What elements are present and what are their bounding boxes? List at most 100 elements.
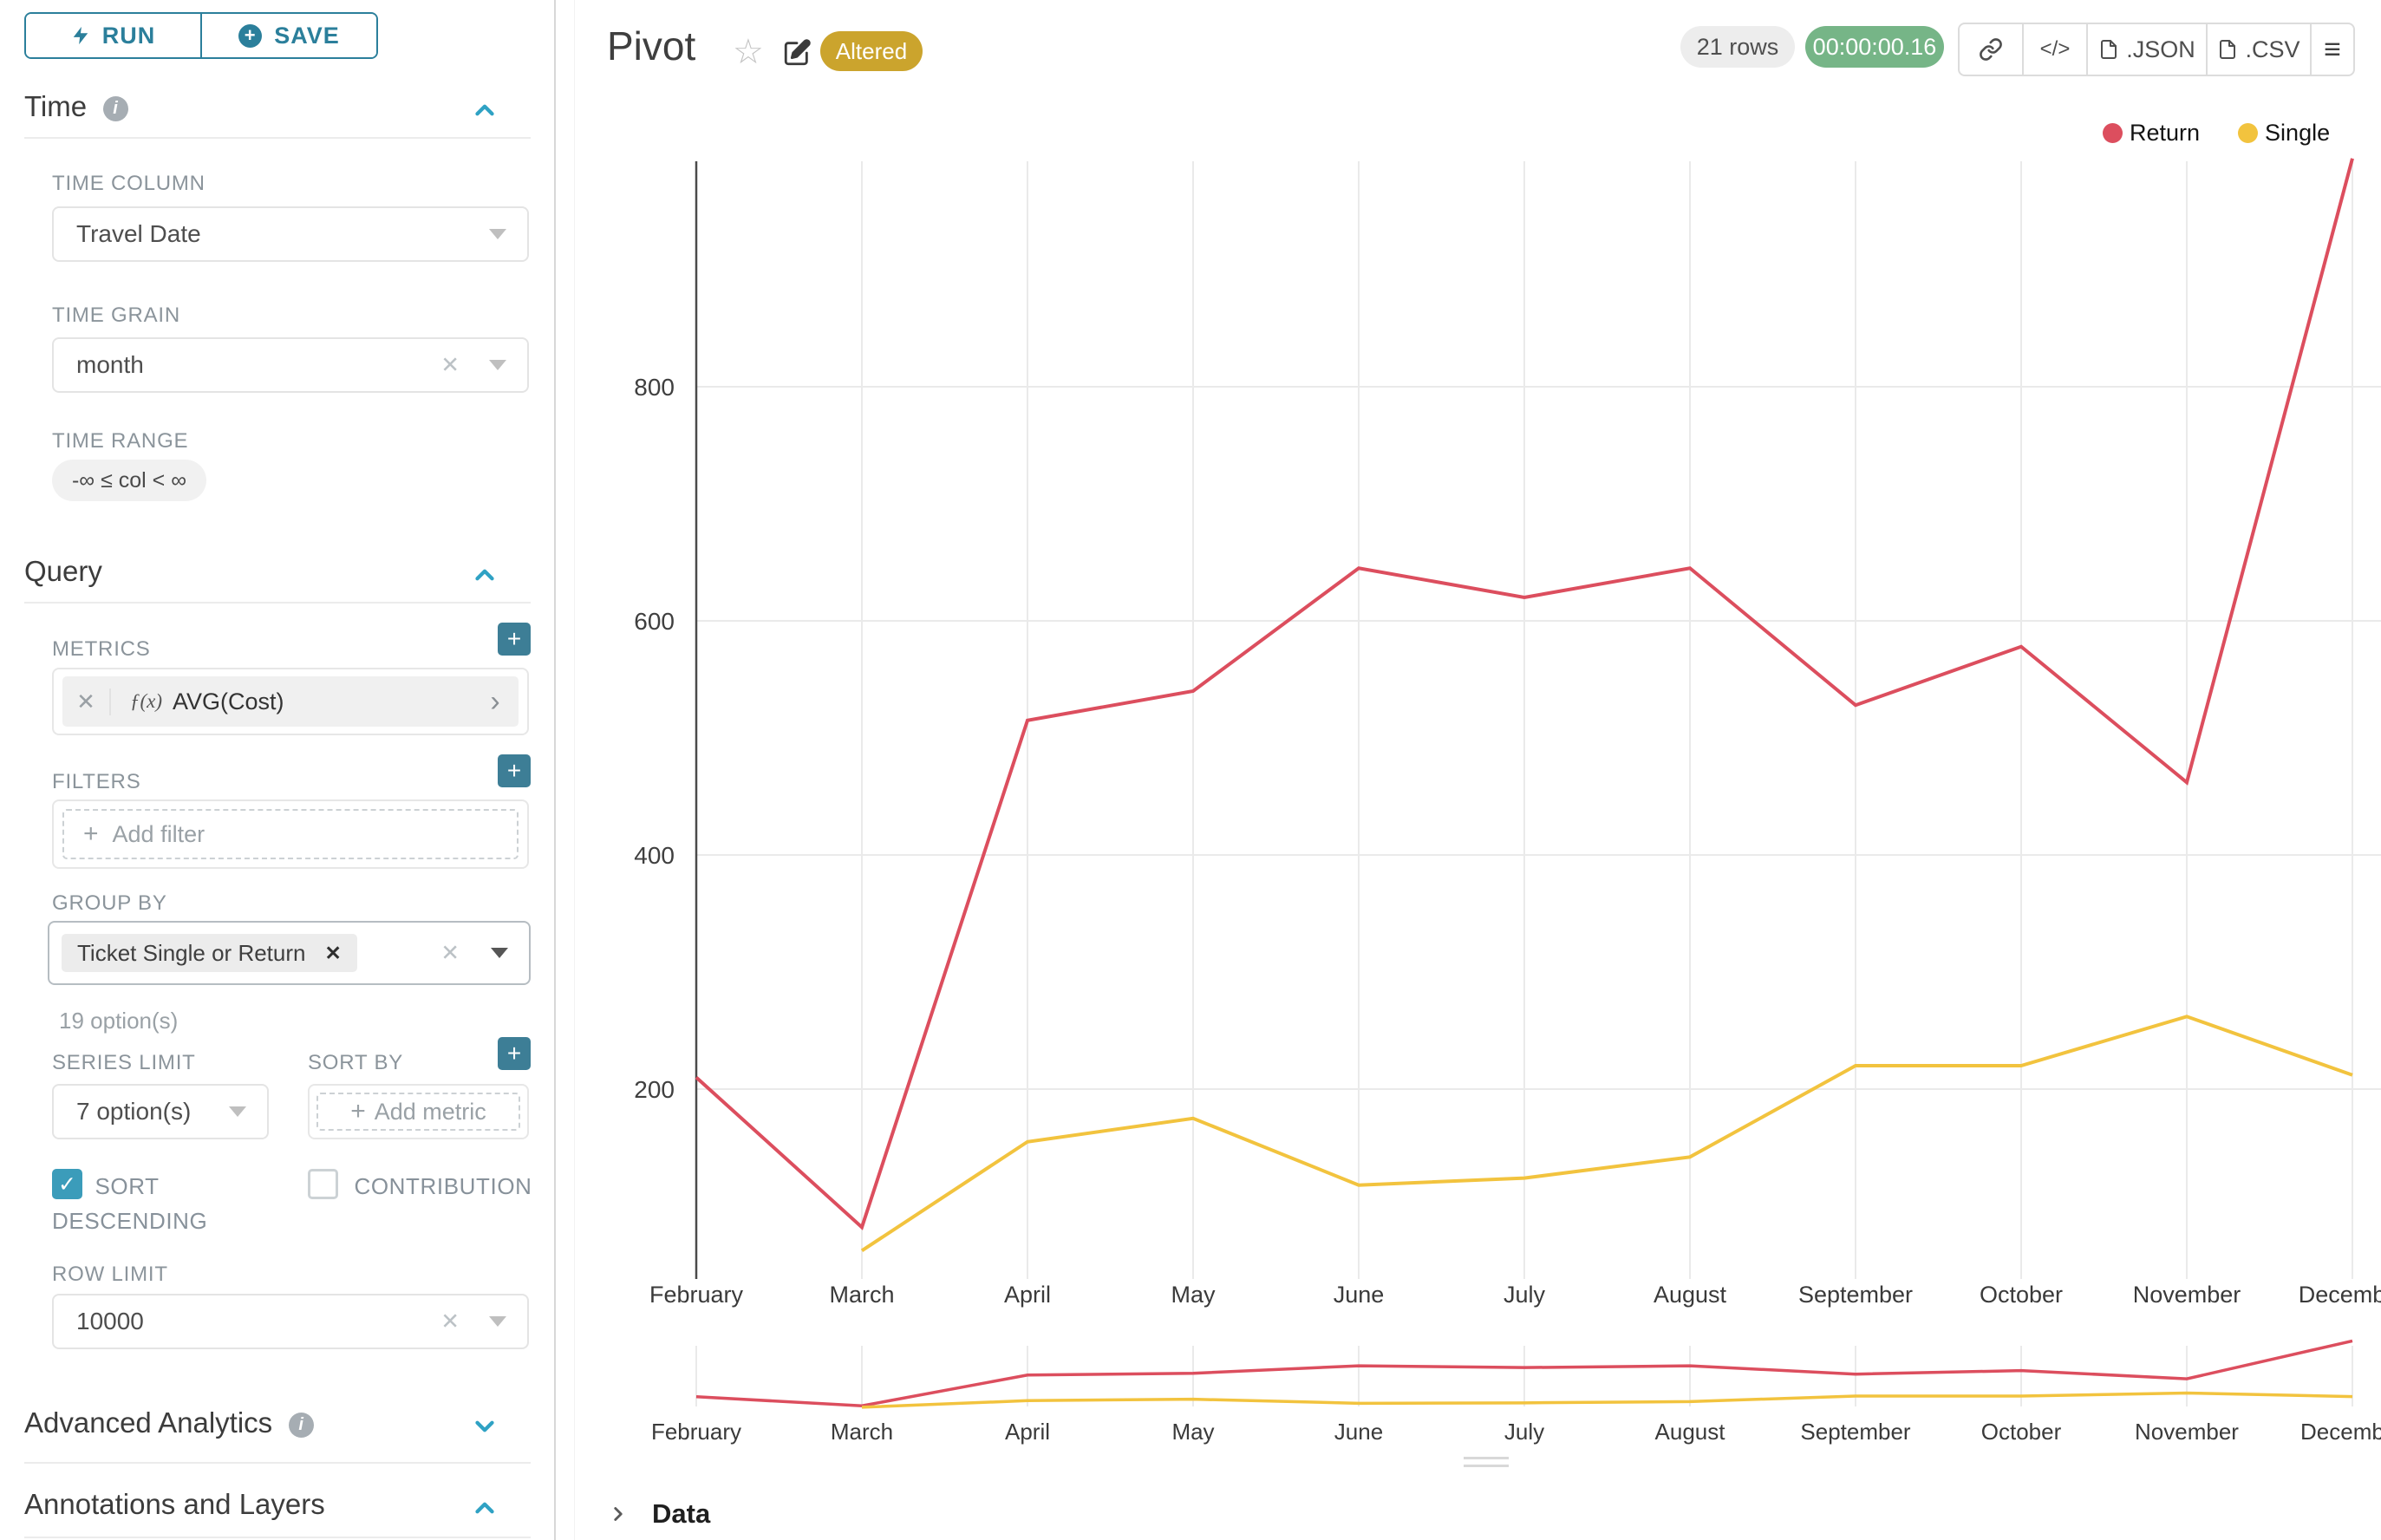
- favorite-star-icon[interactable]: ☆: [733, 33, 764, 71]
- svg-text:October: October: [1980, 1282, 2063, 1308]
- chevron-down-icon[interactable]: [489, 1316, 506, 1327]
- remove-metric-icon[interactable]: ✕: [62, 688, 111, 715]
- svg-text:May: May: [1171, 1419, 1214, 1445]
- time-range-value: -∞ ≤ col < ∞: [71, 467, 187, 493]
- clear-icon[interactable]: ✕: [440, 351, 460, 378]
- svg-text:December: December: [2300, 1419, 2381, 1445]
- code-icon: </>: [2039, 37, 2071, 61]
- svg-text:September: September: [1798, 1282, 1913, 1308]
- export-json-button[interactable]: .JSON: [2086, 24, 2206, 75]
- chevron-down-icon[interactable]: [229, 1106, 246, 1117]
- add-metric-label: Add metric: [374, 1098, 486, 1125]
- svg-text:November: November: [2133, 1282, 2241, 1308]
- row-limit-value: 10000: [76, 1308, 144, 1334]
- plus-icon: +: [506, 1040, 522, 1067]
- group-by-select[interactable]: Ticket Single or Return ✕ ✕: [48, 921, 531, 985]
- section-query-header[interactable]: Query: [24, 555, 531, 588]
- add-filter-dropzone[interactable]: + Add filter: [62, 809, 519, 859]
- add-sort-metric-dropzone[interactable]: + Add metric: [316, 1093, 520, 1131]
- add-metric-button[interactable]: +: [498, 623, 531, 656]
- add-sort-metric-button[interactable]: +: [498, 1037, 531, 1070]
- chevron-down-icon[interactable]: [489, 229, 506, 239]
- save-button[interactable]: + SAVE: [202, 14, 376, 57]
- svg-text:July: July: [1504, 1282, 1546, 1308]
- remove-tag-icon[interactable]: ✕: [324, 941, 342, 964]
- svg-text:May: May: [1171, 1282, 1216, 1308]
- legend-item-return[interactable]: Return: [2103, 120, 2200, 147]
- chevron-up-icon[interactable]: [470, 95, 499, 129]
- view-query-button[interactable]: </>: [2022, 24, 2086, 75]
- export-json-label: .JSON: [2126, 36, 2195, 62]
- row-limit-label: ROW LIMIT: [52, 1263, 168, 1286]
- data-panel-title: Data: [652, 1498, 711, 1529]
- time-column-select[interactable]: Travel Date: [52, 206, 529, 262]
- svg-text:400: 400: [634, 842, 675, 869]
- info-icon[interactable]: i: [102, 96, 128, 121]
- data-panel-toggle[interactable]: Data: [607, 1498, 710, 1530]
- clear-icon[interactable]: ✕: [440, 1308, 460, 1334]
- row-limit-select[interactable]: 10000 ✕: [52, 1294, 529, 1349]
- metric-option[interactable]: ✕ ƒ(x) AVG(Cost) ›: [62, 676, 519, 727]
- time-range-filter-pill[interactable]: -∞ ≤ col < ∞: [52, 460, 206, 501]
- svg-text:November: November: [2135, 1419, 2239, 1445]
- add-filter-label: Add filter: [112, 820, 205, 847]
- chart-legend: Return Single: [2103, 120, 2330, 147]
- plus-circle-icon: +: [238, 23, 263, 48]
- series-limit-value: 7 option(s): [76, 1098, 192, 1125]
- add-filter-button[interactable]: +: [498, 754, 531, 787]
- menu-icon: ≡: [2324, 32, 2341, 66]
- plus-icon: +: [506, 625, 522, 652]
- file-icon: [2101, 40, 2117, 59]
- time-column-value: Travel Date: [76, 220, 201, 247]
- svg-text:August: August: [1655, 1419, 1726, 1445]
- altered-badge[interactable]: Altered: [820, 31, 923, 71]
- chevron-right-icon[interactable]: ›: [490, 684, 500, 718]
- info-icon[interactable]: i: [288, 1413, 314, 1438]
- time-column-label: TIME COLUMN: [52, 172, 205, 195]
- check-icon: ✓: [58, 1171, 76, 1197]
- svg-text:February: February: [649, 1282, 744, 1308]
- panel-divider: [574, 0, 575, 1540]
- altered-badge-label: Altered: [835, 37, 908, 64]
- chevron-down-icon[interactable]: [491, 948, 508, 958]
- group-by-tag[interactable]: Ticket Single or Return ✕: [62, 934, 357, 972]
- time-section-title: Time: [24, 90, 88, 122]
- time-range-label: TIME RANGE: [52, 429, 189, 453]
- svg-text:August: August: [1654, 1282, 1727, 1308]
- edit-title-icon[interactable]: [782, 38, 812, 72]
- time-grain-select[interactable]: month ✕: [52, 337, 529, 393]
- svg-text:April: April: [1005, 1419, 1050, 1445]
- chevron-down-icon[interactable]: [489, 360, 506, 370]
- link-icon: [1980, 38, 2002, 61]
- contribution-checkbox[interactable]: [308, 1169, 338, 1199]
- annotations-title: Annotations and Layers: [24, 1488, 325, 1520]
- chevron-up-icon[interactable]: [470, 560, 499, 594]
- clear-all-icon[interactable]: ✕: [440, 939, 460, 966]
- svg-text:March: March: [829, 1282, 894, 1308]
- section-time-header[interactable]: Time i: [24, 90, 531, 123]
- plus-icon: +: [506, 757, 522, 784]
- section-annotations-header[interactable]: Annotations and Layers: [24, 1488, 531, 1521]
- series-limit-label: SERIES LIMIT: [52, 1051, 196, 1074]
- chart-menu-button[interactable]: ≡: [2310, 24, 2353, 75]
- save-button-label: SAVE: [274, 22, 340, 49]
- export-button-group: </> .JSON .CSV ≡: [1958, 23, 2355, 76]
- return-series-label: Return: [2130, 120, 2201, 146]
- svg-text:October: October: [1981, 1419, 2062, 1445]
- sort-descending-checkbox[interactable]: ✓: [52, 1169, 82, 1199]
- filters-label: FILTERS: [52, 770, 141, 793]
- svg-text:April: April: [1004, 1282, 1051, 1308]
- row-count-label: 21 rows: [1696, 33, 1779, 60]
- resize-handle[interactable]: [1464, 1457, 1509, 1467]
- run-button[interactable]: RUN: [26, 14, 202, 57]
- contribution-label: CONTRIBUTION: [354, 1173, 532, 1199]
- legend-item-single[interactable]: Single: [2238, 120, 2330, 147]
- export-csv-label: .CSV: [2245, 36, 2300, 62]
- chevron-up-icon[interactable]: [470, 1493, 499, 1527]
- export-csv-button[interactable]: .CSV: [2206, 24, 2310, 75]
- copy-link-button[interactable]: [1960, 24, 2022, 75]
- section-advanced-analytics-header[interactable]: Advanced Analytics i: [24, 1406, 531, 1439]
- series-limit-select[interactable]: 7 option(s): [52, 1084, 269, 1139]
- sort-descending-field: ✓ SORT DESCENDING: [52, 1169, 256, 1238]
- chevron-down-icon[interactable]: [470, 1412, 499, 1445]
